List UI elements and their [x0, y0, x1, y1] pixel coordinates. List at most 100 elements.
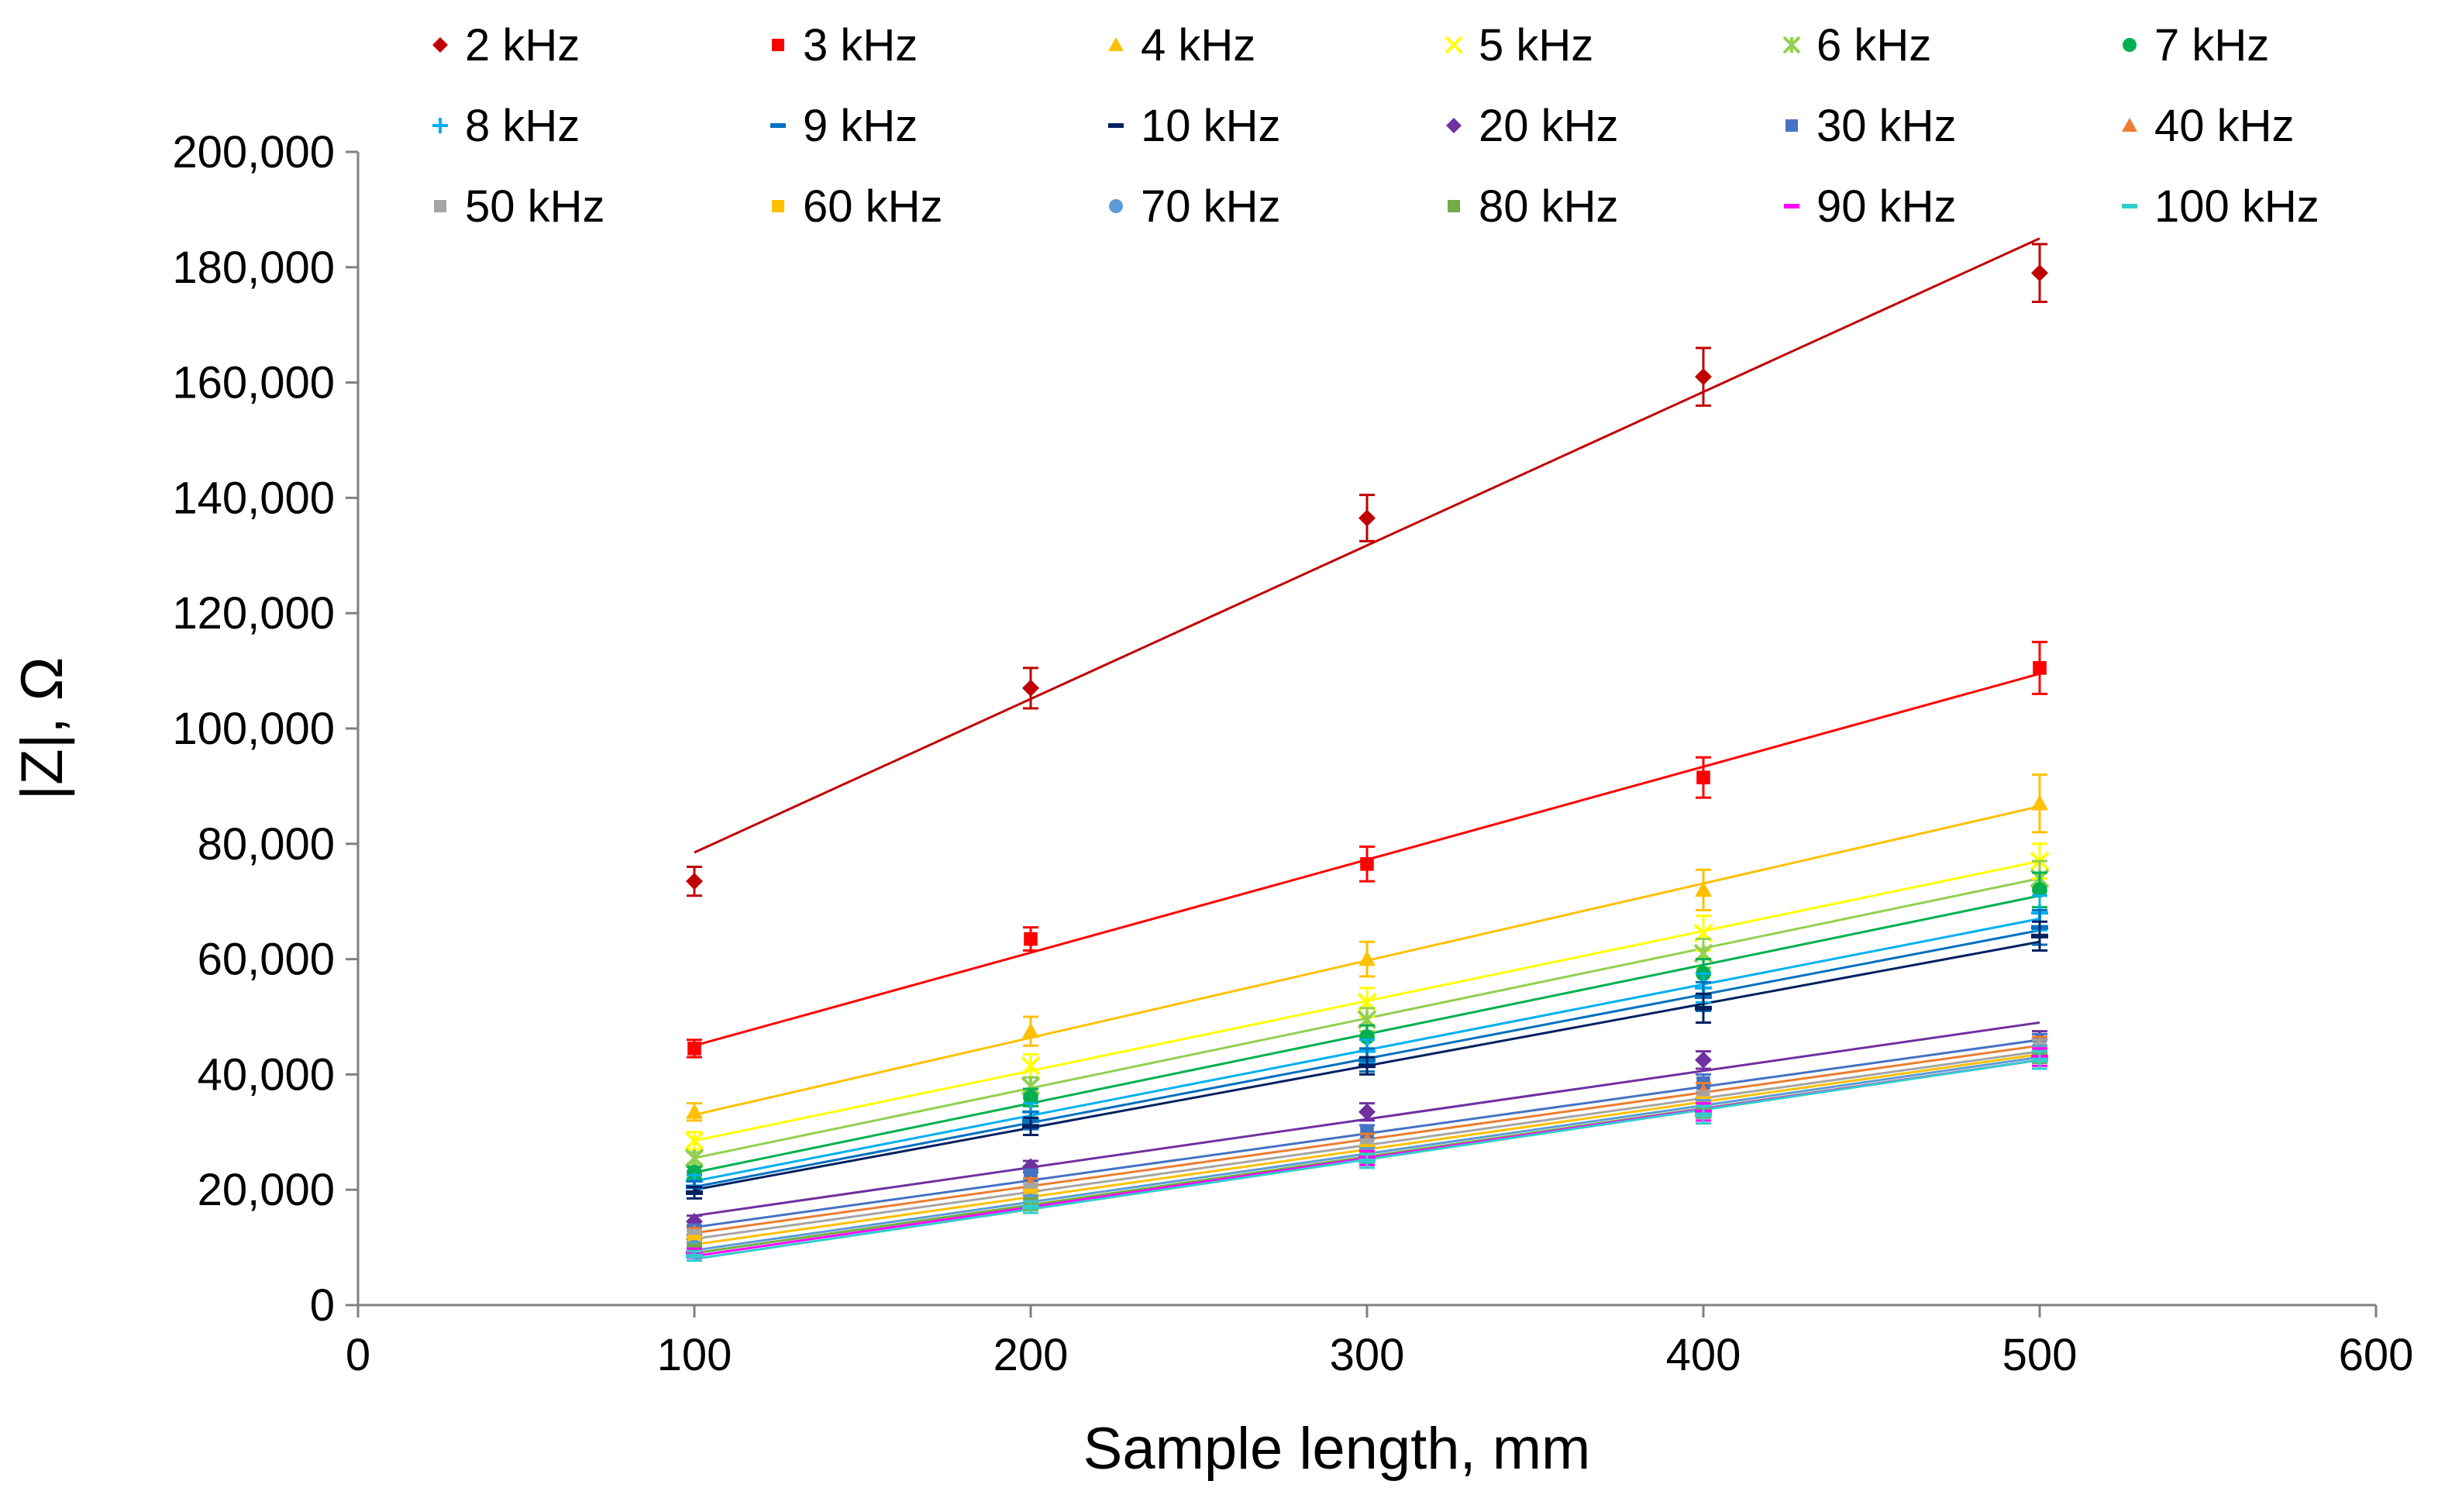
legend-marker: [1108, 37, 1124, 51]
series-3-khz: [687, 640, 2047, 1059]
data-point: [1022, 1204, 1039, 1210]
legend-item-8-khz: 8 kHz: [432, 101, 580, 151]
legend-label: 6 kHz: [1816, 20, 1931, 71]
legend-marker: [1448, 200, 1460, 212]
data-point: [2031, 1057, 2048, 1063]
legend-label: 30 kHz: [1816, 101, 1957, 151]
legend-item-80-khz: 80 kHz: [1448, 181, 1619, 232]
legend-marker: [1785, 119, 1798, 132]
data-point: [1358, 1159, 1376, 1163]
legend-marker: [1109, 199, 1123, 213]
data-point: [1695, 1112, 1712, 1118]
legend-marker: [1446, 118, 1462, 133]
legend-item-60-khz: 60 kHz: [772, 181, 943, 232]
series-2-khz: [686, 243, 2048, 897]
legend-label: 10 kHz: [1141, 101, 1281, 151]
data-point: [1695, 881, 1712, 897]
data-point: [687, 1042, 701, 1056]
legend-item-4-khz: 4 kHz: [1108, 20, 1255, 71]
legend-item-20-khz: 20 kHz: [1446, 101, 1619, 151]
data-points: [684, 243, 2050, 1262]
legend-marker: [1108, 123, 1124, 128]
x-tick-label: 600: [2339, 1330, 2414, 1380]
legend-marker: [432, 37, 448, 53]
data-point: [2033, 661, 2047, 675]
legend-item-5-khz: 5 kHz: [1445, 20, 1593, 71]
x-tick-label: 200: [993, 1330, 1069, 1380]
legend-item-6-khz: 6 kHz: [1782, 20, 1931, 71]
legend-label: 50 kHz: [465, 181, 605, 232]
legend-item-40-khz: 40 kHz: [2122, 101, 2295, 151]
data-point: [686, 1103, 703, 1119]
legend-label: 9 kHz: [803, 101, 918, 151]
y-tick-label: 180,000: [172, 243, 335, 293]
y-tick-label: 160,000: [172, 358, 335, 408]
legend-marker: [432, 118, 448, 133]
data-point: [1021, 1056, 1041, 1076]
x-tick-label: 500: [2002, 1330, 2078, 1380]
y-tick-label: 0: [310, 1280, 335, 1331]
legend-label: 4 kHz: [1141, 20, 1255, 71]
legend-marker: [2122, 118, 2137, 132]
data-point: [2032, 882, 2047, 898]
legend-marker: [1445, 36, 1463, 54]
legend-item-7-khz: 7 kHz: [2123, 20, 2269, 71]
legend-marker: [434, 200, 446, 212]
y-tick-label: 60,000: [198, 935, 335, 985]
x-tick-label: 100: [657, 1330, 732, 1380]
legend-item-30-khz: 30 kHz: [1785, 101, 1957, 151]
legend-item-9-khz: 9 kHz: [770, 101, 918, 151]
data-point: [1022, 1124, 1039, 1129]
legend-label: 40 kHz: [2154, 101, 2295, 151]
legend-marker: [770, 123, 786, 128]
y-tick-label: 80,000: [198, 819, 335, 870]
data-point: [686, 1190, 703, 1195]
data-point: [1022, 679, 1039, 697]
data-point: [1358, 509, 1376, 527]
legend-marker: [772, 39, 784, 51]
x-axis-title: Sample length, mm: [1083, 1416, 1591, 1482]
data-point: [1695, 1005, 1712, 1011]
x-tick-label: 400: [1666, 1330, 1741, 1380]
y-tick-label: 200,000: [172, 127, 335, 177]
data-point: [1695, 1051, 1712, 1069]
data-point: [1358, 950, 1376, 966]
legend-marker: [1782, 36, 1801, 54]
legend-label: 100 kHz: [2154, 181, 2319, 232]
series-4-khz: [686, 773, 2048, 1122]
data-point: [686, 873, 703, 890]
legend-label: 3 kHz: [803, 20, 918, 71]
data-point: [1360, 857, 1374, 871]
legend-label: 70 kHz: [1141, 181, 1281, 232]
data-point: [2031, 794, 2048, 811]
data-point: [1360, 1125, 1374, 1139]
legend-label: 60 kHz: [803, 181, 943, 232]
legend-item-10-khz: 10 kHz: [1108, 101, 1281, 151]
legend-item-50-khz: 50 kHz: [434, 181, 605, 232]
data-point: [1023, 1090, 1038, 1106]
legend-item-2-khz: 2 kHz: [432, 20, 580, 71]
y-axis-title: |Z|, Ω: [9, 657, 75, 801]
legend-marker: [772, 200, 784, 212]
data-point: [1024, 932, 1038, 946]
axes: 0 20,000 40,000 60,000 80,000 100,000 120,000 1…: [172, 127, 2413, 1380]
data-point: [1696, 770, 1710, 785]
legend-marker: [2123, 38, 2137, 52]
legend-item-3-khz: 3 kHz: [772, 20, 918, 71]
legend-item-100-khz: 100 kHz: [2122, 181, 2319, 232]
legend-item-90-khz: 90 kHz: [1784, 181, 1957, 232]
data-point: [1695, 368, 1712, 386]
legend-label: 7 kHz: [2154, 20, 2269, 71]
y-tick-label: 20,000: [198, 1165, 335, 1215]
legend-item-70-khz: 70 kHz: [1109, 181, 1281, 232]
data-point: [684, 1148, 704, 1168]
data-point: [1358, 1063, 1376, 1069]
y-tick-label: 40,000: [198, 1049, 335, 1100]
legend-marker: [2122, 204, 2137, 208]
legend-label: 8 kHz: [465, 101, 580, 151]
data-point: [1022, 1022, 1039, 1038]
legend-marker: [1784, 204, 1799, 208]
series-10-khz: [686, 920, 2048, 1200]
